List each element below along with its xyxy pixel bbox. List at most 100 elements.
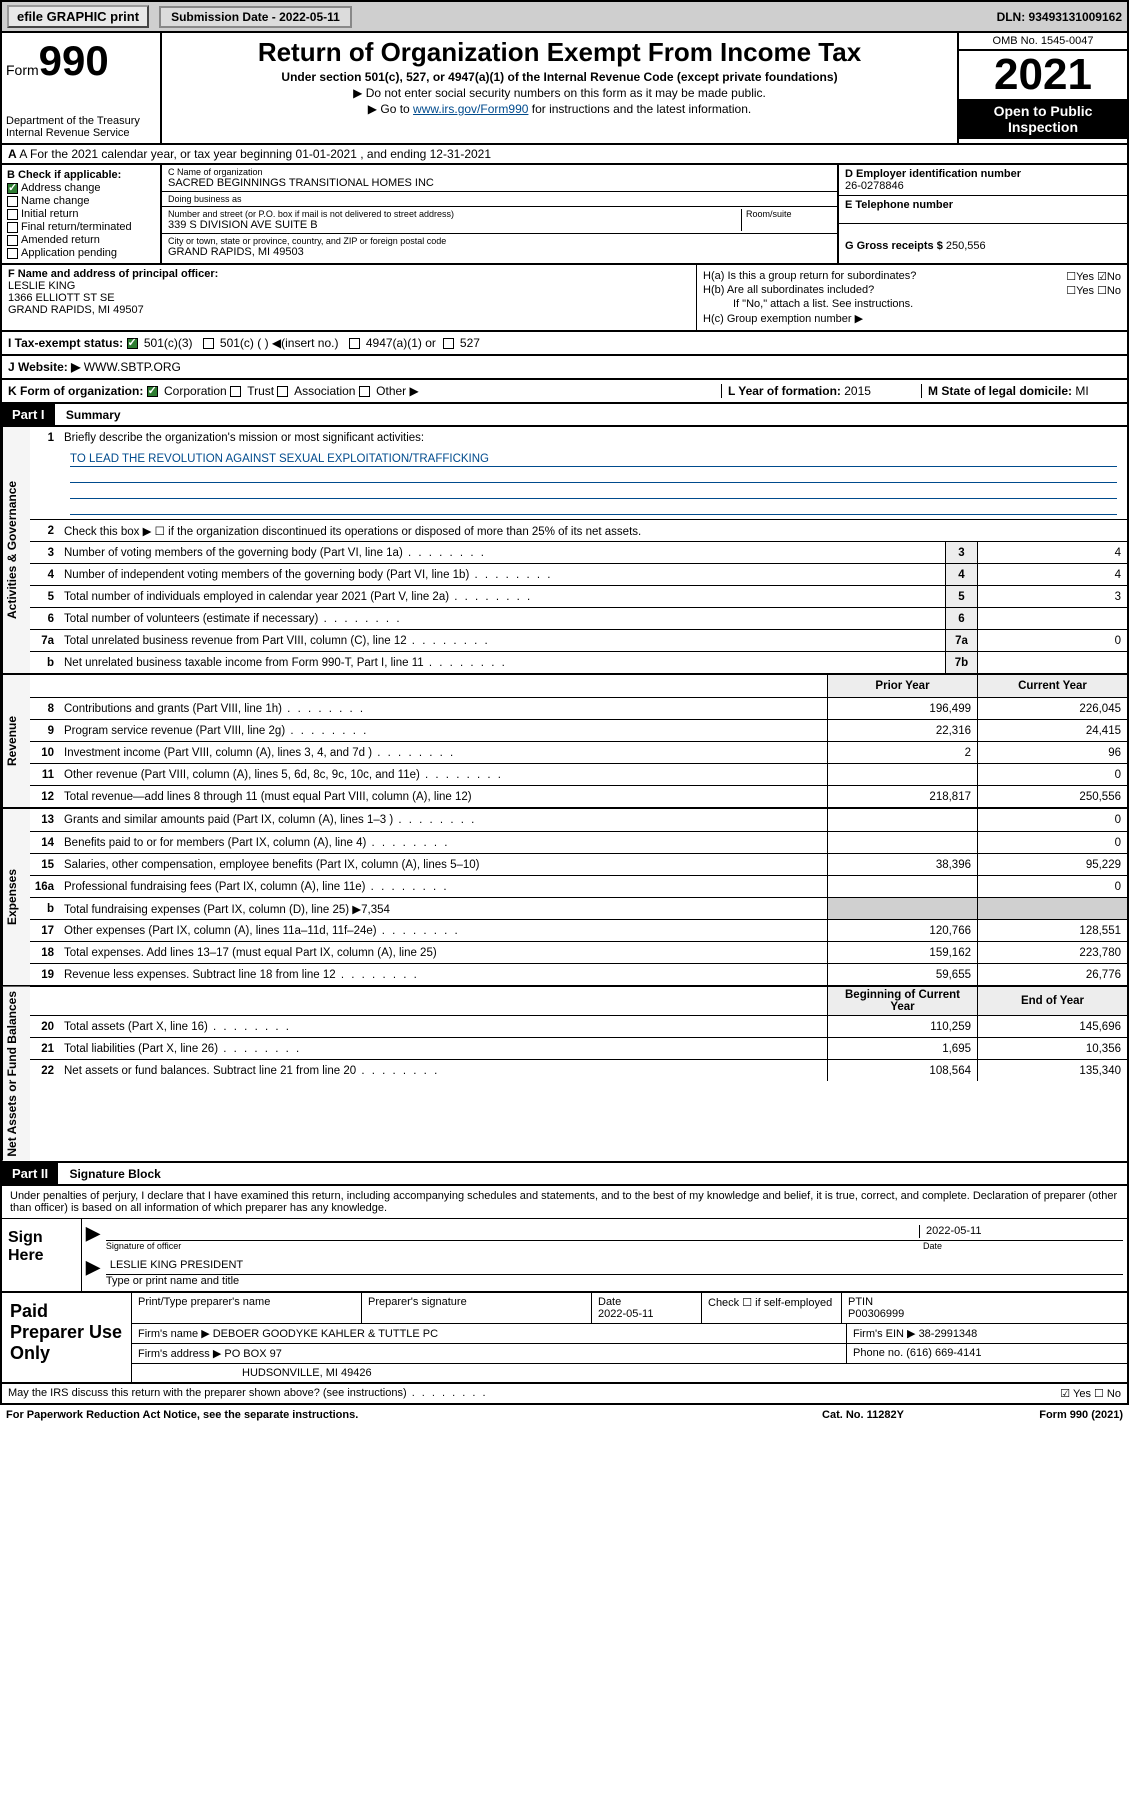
firm-addr2: HUDSONVILLE, MI 49426 xyxy=(132,1364,1127,1382)
row-i: I Tax-exempt status: 501(c)(3) 501(c) ( … xyxy=(0,332,1129,356)
form-number: Form990 xyxy=(6,37,156,85)
col-c-org: C Name of organization SACRED BEGINNINGS… xyxy=(162,165,837,263)
l14-prior xyxy=(827,832,977,853)
dln: DLN: 93493131009162 xyxy=(997,10,1122,24)
lbl-final: Final return/terminated xyxy=(21,221,132,233)
gross-label: G Gross receipts $ xyxy=(845,240,946,252)
hc-label: H(c) Group exemption number ▶ xyxy=(703,312,1121,325)
perjury-declaration: Under penalties of perjury, I declare th… xyxy=(2,1186,1127,1218)
check-other[interactable] xyxy=(359,386,370,397)
form-title: Return of Organization Exempt From Incom… xyxy=(168,37,951,68)
l7b-box: 7b xyxy=(945,652,977,673)
check-trust[interactable] xyxy=(230,386,241,397)
officer-printed: LESLIE KING PRESIDENT xyxy=(110,1259,243,1272)
check-assoc[interactable] xyxy=(277,386,288,397)
irs-label: Internal Revenue Service xyxy=(6,127,156,139)
l20-text: Total assets (Part X, line 16) xyxy=(60,1019,827,1035)
check-initial-return[interactable] xyxy=(7,209,18,220)
check-527[interactable] xyxy=(443,338,454,349)
l5-val: 3 xyxy=(977,586,1127,607)
section-governance: Activities & Governance 1Briefly describ… xyxy=(0,427,1129,675)
hb-label: H(b) Are all subordinates included? xyxy=(703,284,874,296)
l9-curr: 24,415 xyxy=(977,720,1127,741)
hdr-prior-year: Prior Year xyxy=(827,675,977,697)
l20-prior: 110,259 xyxy=(827,1016,977,1037)
check-4947[interactable] xyxy=(349,338,360,349)
l18-curr: 223,780 xyxy=(977,942,1127,963)
ein-value: 26-0278846 xyxy=(845,180,904,192)
l18-num: 18 xyxy=(30,947,60,959)
l11-prior xyxy=(827,764,977,785)
l5-text: Total number of individuals employed in … xyxy=(60,589,945,605)
firm-phone-label: Phone no. xyxy=(853,1347,906,1359)
paid-preparer: Paid Preparer Use Only Print/Type prepar… xyxy=(2,1291,1127,1382)
l10-text: Investment income (Part VIII, column (A)… xyxy=(60,745,827,761)
l16a-prior xyxy=(827,876,977,897)
l3-text: Number of voting members of the governin… xyxy=(60,545,945,561)
check-amended[interactable] xyxy=(7,235,18,246)
arrow-icon: ▶ xyxy=(86,1223,100,1251)
l9-num: 9 xyxy=(30,725,60,737)
website-value: WWW.SBTP.ORG xyxy=(84,360,181,374)
l8-prior: 196,499 xyxy=(827,698,977,719)
l14-curr: 0 xyxy=(977,832,1127,853)
sign-date: 2022-05-11 xyxy=(919,1225,1119,1238)
side-net: Net Assets or Fund Balances xyxy=(2,987,30,1161)
side-revenue: Revenue xyxy=(2,675,30,807)
header-middle: Return of Organization Exempt From Incom… xyxy=(162,33,957,143)
irs-link[interactable]: www.irs.gov/Form990 xyxy=(413,102,528,116)
l10-prior: 2 xyxy=(827,742,977,763)
header-right: OMB No. 1545-0047 2021 Open to Public In… xyxy=(957,33,1127,143)
submission-date: Submission Date - 2022-05-11 xyxy=(159,6,352,28)
org-name: SACRED BEGINNINGS TRANSITIONAL HOMES INC xyxy=(168,177,831,189)
q2-text: Check this box ▶ ☐ if the organization d… xyxy=(60,522,1127,540)
l22-num: 22 xyxy=(30,1065,60,1077)
check-app-pending[interactable] xyxy=(7,248,18,259)
part2-header: Part II Signature Block xyxy=(0,1163,1129,1186)
l6-text: Total number of volunteers (estimate if … xyxy=(60,611,945,627)
firm-ein: 38-2991348 xyxy=(919,1328,978,1340)
l15-prior: 38,396 xyxy=(827,854,977,875)
l5-box: 5 xyxy=(945,586,977,607)
pra-notice: For Paperwork Reduction Act Notice, see … xyxy=(6,1409,763,1421)
form-prefix: Form xyxy=(6,62,39,78)
l8-curr: 226,045 xyxy=(977,698,1127,719)
prep-name-label: Print/Type preparer's name xyxy=(138,1296,270,1308)
efile-print-button[interactable]: efile GRAPHIC print xyxy=(7,5,149,28)
m-label: M State of legal domicile: xyxy=(928,384,1075,398)
prep-date-label: Date xyxy=(598,1296,621,1308)
ptin-value: P00306999 xyxy=(848,1308,904,1320)
part1-title: Summary xyxy=(58,406,129,424)
l10-num: 10 xyxy=(30,747,60,759)
sign-here: Sign Here xyxy=(2,1219,82,1291)
l17-curr: 128,551 xyxy=(977,920,1127,941)
state-domicile: MI xyxy=(1075,384,1088,398)
dept-treasury: Department of the Treasury xyxy=(6,115,156,127)
l13-num: 13 xyxy=(30,814,60,826)
check-corp[interactable] xyxy=(147,386,158,397)
hdr-current-year: Current Year xyxy=(977,675,1127,697)
lbl-app-pending: Application pending xyxy=(21,247,117,259)
firm-phone: (616) 669-4141 xyxy=(906,1347,981,1359)
c-name-label: C Name of organization xyxy=(168,167,831,177)
firm-addr-label: Firm's address ▶ xyxy=(138,1348,221,1360)
l7b-text: Net unrelated business taxable income fr… xyxy=(60,655,945,671)
q1-text: Briefly describe the organization's miss… xyxy=(60,430,1127,446)
l17-prior: 120,766 xyxy=(827,920,977,941)
check-501c3[interactable] xyxy=(127,338,138,349)
mission-text: TO LEAD THE REVOLUTION AGAINST SEXUAL EX… xyxy=(70,453,1117,467)
ein-label: D Employer identification number xyxy=(845,168,1021,180)
part2-title: Signature Block xyxy=(61,1165,168,1183)
form-header: Form990 Department of the Treasury Inter… xyxy=(0,33,1129,145)
check-501c[interactable] xyxy=(203,338,214,349)
room-label: Room/suite xyxy=(746,209,831,219)
form-footer: Form 990 (2021) xyxy=(963,1409,1123,1421)
check-address-change[interactable] xyxy=(7,183,18,194)
may-discuss-yn: ☑ Yes ☐ No xyxy=(1060,1387,1121,1400)
l14-num: 14 xyxy=(30,837,60,849)
check-name-change[interactable] xyxy=(7,196,18,207)
check-final-return[interactable] xyxy=(7,222,18,233)
lbl-assoc: Association xyxy=(294,384,355,398)
l4-text: Number of independent voting members of … xyxy=(60,567,945,583)
l16a-num: 16a xyxy=(30,881,60,893)
